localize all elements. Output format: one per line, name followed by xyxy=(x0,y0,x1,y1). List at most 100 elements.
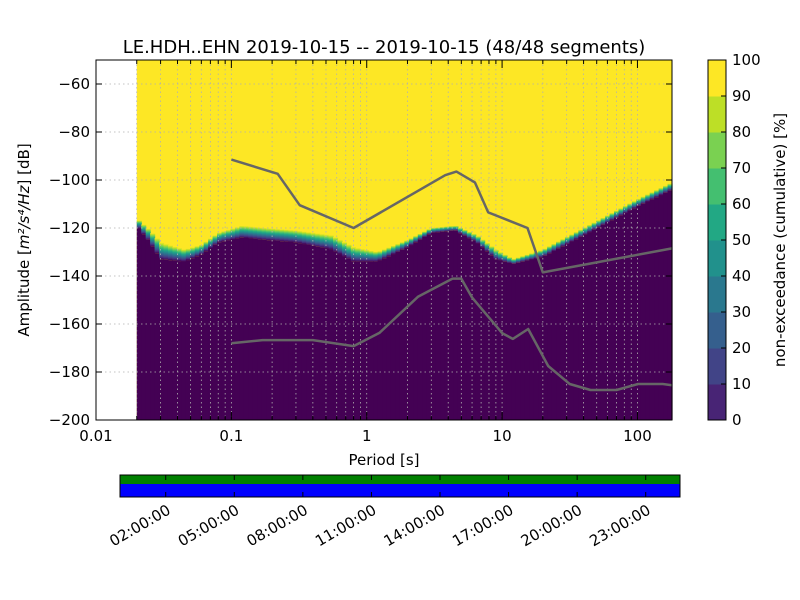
heatmap-low-cell xyxy=(328,249,334,420)
heatmap-transition-cell xyxy=(547,246,553,254)
x-tick-label: 0.1 xyxy=(219,427,243,445)
colorbar-segment xyxy=(708,168,726,205)
heatmap-transition-cell xyxy=(435,227,441,233)
heatmap-transition-cell xyxy=(640,196,646,204)
heatmap-transition-cell xyxy=(261,227,267,240)
heatmap-transition-cell xyxy=(279,229,285,242)
heatmap-low-cell xyxy=(301,244,307,420)
heatmap-transition-cell xyxy=(538,250,544,258)
heatmap-low-cell xyxy=(261,239,267,420)
heatmap-transition-cell xyxy=(431,227,437,233)
heatmap-transition-cell xyxy=(270,228,276,241)
y-axis-label: Amplitude [m²/s⁴/Hz] [dB] xyxy=(15,143,33,336)
heatmap-low-cell xyxy=(622,212,628,420)
heatmap-low-cell xyxy=(444,231,450,420)
heatmap-transition-cell xyxy=(618,208,624,216)
heatmap-low-cell xyxy=(319,247,325,420)
heatmap-low-cell xyxy=(573,239,579,420)
heatmap-low-cell xyxy=(368,261,374,420)
heatmap-transition-cell xyxy=(440,226,446,232)
heatmap-low-cell xyxy=(582,234,588,420)
heatmap-low-cell xyxy=(382,258,388,420)
heatmap-low-cell xyxy=(377,260,383,420)
grid-lines xyxy=(95,60,672,421)
heatmap-low-cell xyxy=(578,236,584,420)
heatmap-transition-cell xyxy=(502,254,508,262)
heatmap-low-cell xyxy=(159,259,165,420)
heatmap-low-cell xyxy=(484,251,490,420)
heatmap-transition-cell xyxy=(417,233,423,240)
heatmap-low-cell xyxy=(266,240,272,420)
heatmap-low-cell xyxy=(408,245,414,420)
heatmap-transition-cell xyxy=(368,250,374,262)
heatmap-low-cell xyxy=(654,197,660,420)
heatmap-low-cell xyxy=(239,237,245,420)
heatmap-transition-cell xyxy=(645,194,651,202)
heatmap-transition-cell xyxy=(484,242,490,252)
heatmap-transition-cell xyxy=(444,226,450,232)
heatmap-low-cell xyxy=(631,208,637,420)
colorbar-tick-label: 10 xyxy=(732,375,751,393)
heatmap-low-cell xyxy=(511,263,517,420)
heatmap-transition-cell xyxy=(564,236,571,244)
heatmap-transition-cell xyxy=(324,234,330,249)
heatmap-low-cell xyxy=(600,224,606,420)
heatmap-transition-cell xyxy=(243,225,249,238)
coverage-tick-label: 23:00:00 xyxy=(586,501,653,550)
y-tick-label: −120 xyxy=(49,219,90,237)
heatmap-transition-cell xyxy=(225,229,232,241)
heatmap-low-cell xyxy=(520,261,526,420)
heatmap-transition-cell xyxy=(163,243,169,260)
colorbar-tick-label: 30 xyxy=(732,303,751,321)
coverage-tick-label: 17:00:00 xyxy=(449,501,516,550)
heatmap-transition-cell xyxy=(185,248,191,261)
coverage-tick-label: 08:00:00 xyxy=(244,501,311,550)
heatmap-low-cell xyxy=(404,247,410,420)
colorbar-segment xyxy=(708,240,726,277)
heatmap-low-cell xyxy=(556,248,562,420)
heatmap-low-cell xyxy=(181,261,187,420)
heatmap-transition-cell xyxy=(203,241,209,252)
y-axis-label-units: m²/s⁴/Hz xyxy=(15,184,33,249)
plot-frame xyxy=(95,59,673,421)
colorbar-segment xyxy=(708,348,726,385)
heatmap-transition-cell xyxy=(658,187,664,196)
heatmap-low-cell xyxy=(440,231,446,420)
heatmap-transition-cell xyxy=(181,249,187,262)
heatmap-transition-cell xyxy=(542,248,548,256)
heatmap-transition-cell xyxy=(426,229,432,235)
heatmap-transition-cell xyxy=(654,189,660,198)
heatmap-low-cell xyxy=(386,256,392,420)
heatmap-transition-cell xyxy=(337,239,343,255)
coverage-frame xyxy=(119,474,681,498)
heatmap-transition-cell xyxy=(587,224,593,233)
heatmap-transition-cell xyxy=(413,235,419,243)
colorbar-label: non-exceedance (cumulative) [%] xyxy=(771,113,789,367)
heatmap-low-cell xyxy=(145,239,151,420)
data-coverage-strip: 02:00:00 05:00:00 08:00:00 11:00:00 14:00:00… xyxy=(106,474,681,550)
coverage-tick-label: 05:00:00 xyxy=(175,501,242,550)
heatmap-low-cell xyxy=(663,192,669,420)
heatmap-transition-cell xyxy=(194,246,200,257)
heatmap-low-cell xyxy=(542,255,548,420)
heatmap-low-cell xyxy=(364,261,370,420)
heatmap-low-cell xyxy=(596,227,602,420)
y-tick-label: −80 xyxy=(58,123,90,141)
coverage-data-bar xyxy=(120,475,680,484)
heatmap-low-cell xyxy=(234,238,240,420)
heatmap-low-cell xyxy=(324,248,330,420)
heatmap-transition-cell xyxy=(319,233,325,248)
heatmap-low-cell xyxy=(636,205,642,420)
colorbar-segment xyxy=(708,312,726,349)
heatmap-low-cell xyxy=(399,249,405,420)
heatmap-low-cell xyxy=(292,242,298,420)
heatmap-low-cell xyxy=(346,258,352,420)
heatmap-low-cell xyxy=(551,250,557,420)
heatmap-transition-cell xyxy=(453,225,459,231)
colorbar-segment xyxy=(708,276,726,313)
heatmap-low-cell xyxy=(355,261,361,420)
heatmap-transition-cell xyxy=(167,245,174,261)
heatmap-transition-cell xyxy=(234,227,240,239)
heatmap-transition-cell xyxy=(591,222,597,230)
heatmap-low-cell xyxy=(506,262,513,420)
